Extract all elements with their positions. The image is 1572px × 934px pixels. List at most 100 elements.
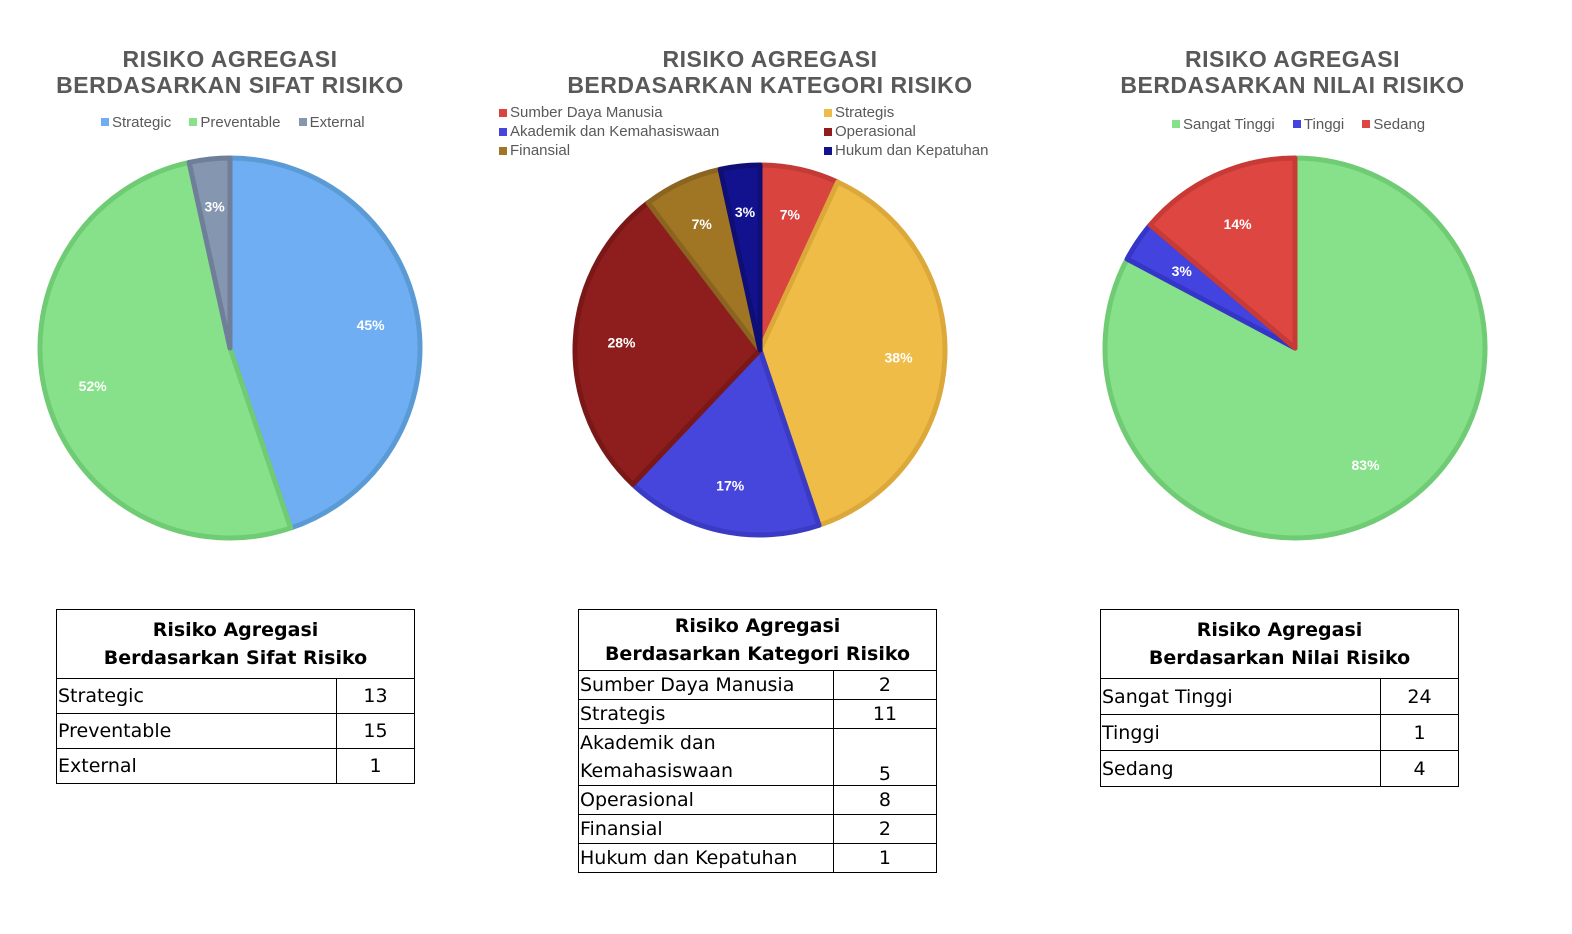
pie-label-sedang: 14% [1224, 216, 1253, 232]
legend-swatch [824, 108, 832, 117]
table-header-line2: Berdasarkan Nilai Risiko [1148, 647, 1411, 669]
table-cell-label: Sangat Tinggi [1100, 678, 1381, 715]
table-cell-label: Finansial [578, 814, 834, 844]
legend-label: Operasional [835, 123, 916, 140]
legend-label: Finansial [510, 142, 571, 159]
pie-label-hukum-dan-kepatuhan: 3% [735, 204, 756, 220]
chart1-title-line1: RISIKO AGREGASI [122, 46, 338, 72]
pie-label-akademik-dan-kemahasiswaan: 17% [716, 478, 745, 494]
chart1-title: RISIKO AGREGASI BERDASARKAN SIFAT RISIKO [20, 46, 440, 98]
table-cell-value: 1 [336, 748, 415, 784]
legend-item-preventable: Preventable [189, 114, 280, 131]
legend-item-hukum: Hukum dan Kepatuhan [824, 142, 1004, 159]
table-row: Sedang 4 [1100, 750, 1459, 787]
legend-swatch [101, 118, 109, 126]
legend-label: External [309, 113, 365, 131]
table-row: Finansial 2 [578, 814, 938, 844]
pie-label-tinggi: 3% [1172, 263, 1193, 279]
table-row: External 1 [56, 748, 415, 784]
legend-swatch [824, 127, 832, 136]
table-cell-value: 1 [832, 843, 938, 873]
chart3-title-line2: BERDASARKAN NILAI RISIKO [1120, 72, 1465, 98]
table-header-row: Risiko Agregasi Berdasarkan Nilai Risiko [1100, 609, 1459, 679]
chart3-title: RISIKO AGREGASI BERDASARKAN NILAI RISIKO [1090, 46, 1495, 98]
table-row: Strategis 11 [578, 699, 938, 729]
legend-swatch [189, 118, 198, 126]
table-row: Preventable 15 [56, 713, 415, 749]
legend-label: Tinggi [1303, 115, 1345, 133]
pie-slice-operasional [572, 200, 763, 487]
table-sifat-risiko: Risiko Agregasi Berdasarkan Sifat Risiko… [56, 609, 415, 784]
table-row: Hukum dan Kepatuhan 1 [578, 843, 938, 873]
pie-slice-strategis [757, 179, 948, 528]
pie-slice-preventable [37, 159, 294, 541]
table-row: Sumber Daya Manusia 2 [578, 670, 938, 700]
legend-swatch [499, 108, 507, 117]
chart1-title-line2: BERDASARKAN SIFAT RISIKO [56, 72, 404, 98]
legend-swatch [824, 146, 832, 155]
legend-item-operasional: Operasional [824, 123, 1004, 140]
table-cell-label: Sedang [1100, 750, 1381, 787]
table-kategori-risiko: Risiko Agregasi Berdasarkan Kategori Ris… [578, 609, 938, 873]
pie-label-strategis: 38% [885, 350, 914, 366]
table-cell-value: 11 [832, 699, 938, 729]
pie-label-preventable: 52% [79, 378, 108, 394]
table-cell-value: 15 [336, 713, 415, 749]
table-cell-value: 4 [1380, 750, 1459, 787]
legend-label: Strategis [835, 104, 895, 121]
table-cell-label: Sumber Daya Manusia [578, 670, 834, 700]
table-cell-label: Operasional [578, 785, 834, 815]
pie-label-sangat-tinggi: 83% [1352, 457, 1381, 473]
table-cell-value: 13 [336, 678, 415, 714]
legend-swatch [1172, 120, 1180, 128]
table-row: Sangat Tinggi 24 [1100, 678, 1459, 715]
chart3-legend: Sangat Tinggi Tinggi Sedang [1172, 115, 1439, 133]
table-cell-label: Strategis [578, 699, 834, 729]
chart2-title-line2: BERDASARKAN KATEGORI RISIKO [567, 72, 973, 98]
table-cell-label: External [56, 748, 337, 784]
legend-label: Hukum dan Kepatuhan [835, 142, 989, 159]
table-header-line1: Risiko Agregasi [152, 619, 319, 641]
pie-slice-hukum-dan-kepatuhan [717, 162, 763, 353]
pie-slice-strategic [227, 155, 423, 531]
legend-label: Sumber Daya Manusia [510, 104, 663, 121]
table-cell-label: Akademik dan Kemahasiswaan [578, 728, 834, 786]
legend-label: Sangat Tinggi [1183, 115, 1275, 133]
legend-label: Preventable [200, 113, 281, 131]
legend-item-external: External [298, 113, 365, 131]
legend-item-sumber-daya-manusia: Sumber Daya Manusia [499, 104, 824, 121]
pie-slice-akademik-dan-kemahasiswaan [630, 347, 822, 538]
pie-label-operasional: 28% [607, 334, 636, 350]
table-cell-label: Strategic [56, 678, 337, 714]
table-header-line1: Risiko Agregasi [674, 615, 841, 637]
table-cell-value: 2 [832, 670, 938, 700]
pie-label-finansial: 7% [692, 216, 713, 232]
legend-item-akademik: Akademik dan Kemahasiswaan [499, 123, 824, 140]
table-row: Tinggi 1 [1100, 714, 1459, 751]
legend-swatch [1362, 120, 1371, 128]
table-header-row: Risiko Agregasi Berdasarkan Sifat Risiko [56, 609, 415, 679]
legend-label: Sedang [1373, 115, 1426, 133]
pie-label-sumber-daya-manusia: 7% [780, 206, 801, 222]
table-cell-label: Preventable [56, 713, 337, 749]
legend-swatch [298, 118, 307, 126]
table-row: Operasional 8 [578, 785, 938, 815]
legend-item-tinggi: Tinggi [1292, 115, 1345, 133]
table-cell-label: Tinggi [1100, 714, 1381, 751]
pie-slice-external [186, 155, 233, 351]
table-header-row: Risiko Agregasi Berdasarkan Kategori Ris… [578, 609, 937, 671]
legend-item-finansial: Finansial [499, 142, 824, 159]
legend-item-strategis: Strategis [824, 104, 1004, 121]
legend-swatch [499, 127, 507, 136]
chart2-title-line1: RISIKO AGREGASI [662, 46, 878, 72]
table-cell-value: 24 [1380, 678, 1459, 715]
table-cell-value: 1 [1380, 714, 1459, 751]
chart3-title-line1: RISIKO AGREGASI [1185, 46, 1400, 72]
table-header: Risiko Agregasi Berdasarkan Kategori Ris… [578, 609, 937, 671]
chart2-title: RISIKO AGREGASI BERDASARKAN KATEGORI RIS… [540, 46, 1000, 98]
legend-item-strategic: Strategic [101, 114, 171, 131]
pie-label-external: 3% [204, 198, 225, 214]
